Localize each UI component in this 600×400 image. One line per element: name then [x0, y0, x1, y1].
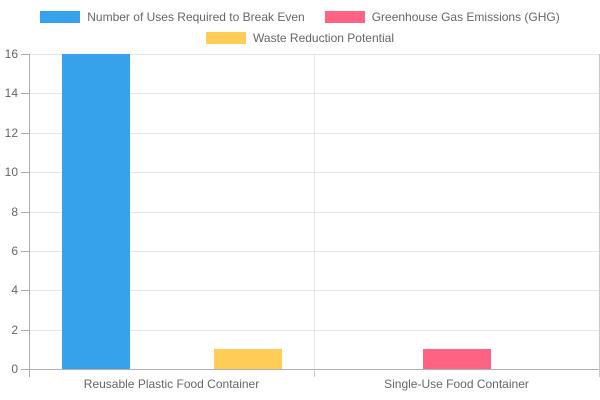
- x-axis-label-0: Reusable Plastic Food Container: [83, 377, 260, 391]
- y-tick-mark-12: [21, 133, 29, 134]
- legend-label: Waste Reduction Potential: [253, 31, 394, 45]
- bar-number-of-uses-required-to-break-even-c0[interactable]: [62, 54, 130, 369]
- legend-label: Number of Uses Required to Break Even: [87, 10, 305, 24]
- y-tick-label-14: 14: [4, 86, 18, 100]
- y-tick-label-2: 2: [11, 323, 18, 337]
- legend-item-2[interactable]: Waste Reduction Potential: [206, 31, 394, 45]
- y-tick-label-8: 8: [11, 205, 18, 219]
- legend-label: Greenhouse Gas Emissions (GHG): [371, 10, 560, 24]
- y-tick-label-4: 4: [11, 283, 18, 297]
- y-tick-label-0: 0: [11, 362, 18, 376]
- y-tick-label-10: 10: [4, 165, 18, 179]
- gridline-x-1: [314, 54, 315, 369]
- legend-swatch-icon: [206, 32, 247, 44]
- legend-swatch-icon: [324, 11, 365, 23]
- bar-greenhouse-gas-emissions-ghg-c1[interactable]: [423, 349, 491, 369]
- x-tick-mark-1: [314, 369, 315, 377]
- y-tick-label-6: 6: [11, 244, 18, 258]
- y-tick-mark-10: [21, 172, 29, 173]
- y-tick-label-16: 16: [4, 47, 18, 61]
- y-tick-mark-16: [21, 54, 29, 55]
- y-tick-mark-8: [21, 212, 29, 213]
- y-tick-mark-4: [21, 290, 29, 291]
- y-axis-line: [29, 54, 30, 369]
- y-tick-mark-14: [21, 93, 29, 94]
- bar-waste-reduction-potential-c0[interactable]: [214, 349, 282, 369]
- y-tick-mark-0: [21, 369, 29, 370]
- y-tick-mark-6: [21, 251, 29, 252]
- chart-legend: Number of Uses Required to Break Even Gre…: [0, 10, 600, 45]
- y-tick-label-12: 12: [4, 126, 18, 140]
- x-axis-label-1: Single-Use Food Container: [384, 377, 529, 391]
- x-tick-mark-0: [29, 369, 30, 377]
- y-tick-mark-2: [21, 330, 29, 331]
- legend-item-0[interactable]: Number of Uses Required to Break Even: [40, 10, 305, 24]
- legend-item-1[interactable]: Greenhouse Gas Emissions (GHG): [324, 10, 560, 24]
- legend-swatch-icon: [40, 11, 81, 23]
